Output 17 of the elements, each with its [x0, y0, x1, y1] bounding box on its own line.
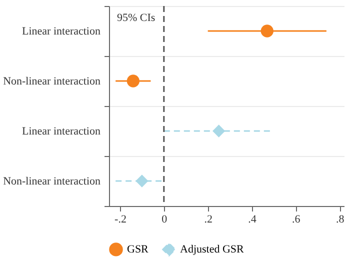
y-tick-label: Linear interaction: [22, 126, 101, 138]
x-tick-label: .6: [292, 214, 301, 226]
x-tick-label: -.2: [114, 214, 126, 226]
legend-label: Adjusted GSR: [180, 243, 245, 256]
y-tick-label: Non-linear interaction: [3, 76, 101, 88]
x-tick-label: .4: [248, 214, 257, 226]
point: [126, 74, 140, 88]
x-tick-label: .2: [204, 214, 212, 226]
legend-label: GSR: [127, 243, 150, 256]
x-tick-label: .8: [336, 214, 345, 226]
point: [212, 124, 226, 138]
y-tick-label: Linear interaction: [22, 26, 101, 38]
x-tick-label: 0: [162, 214, 168, 226]
point: [260, 24, 274, 38]
point: [136, 174, 148, 188]
annotation: 95% CIs: [117, 12, 156, 24]
y-tick-label: Non-linear interaction: [3, 176, 101, 188]
